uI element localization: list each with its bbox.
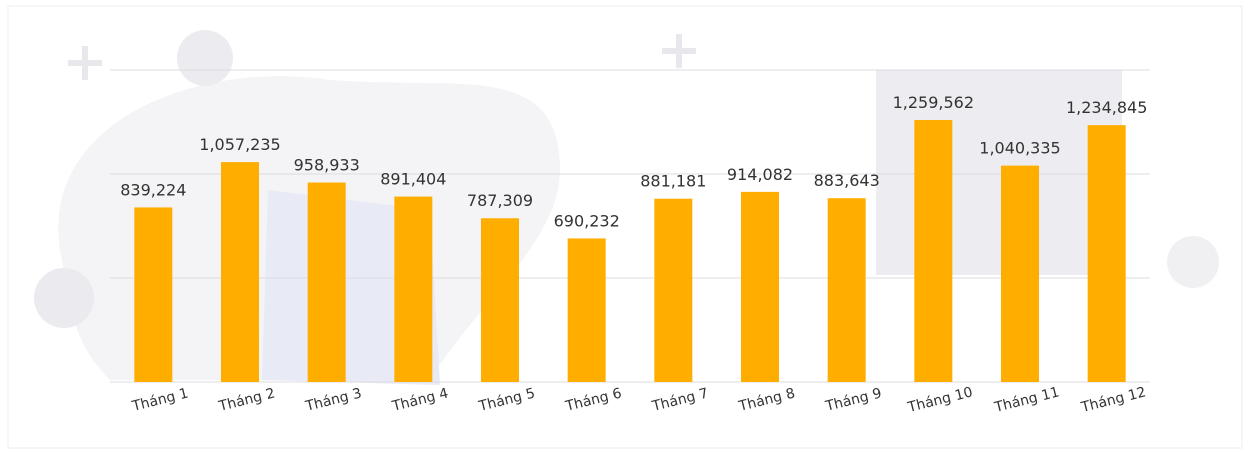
value-label: 1,040,335 [979,139,1060,158]
bar [307,182,346,382]
bar [567,238,606,382]
value-label: 891,404 [380,170,446,189]
bar [654,198,693,382]
bar [827,198,866,382]
value-label: 839,224 [120,180,186,199]
value-label: 1,259,562 [893,93,974,112]
value-label: 1,057,235 [199,135,280,154]
value-label: 690,232 [554,211,620,230]
value-label: 958,933 [294,156,360,175]
bar [914,120,953,382]
bar [1087,125,1126,383]
value-label: 883,643 [814,171,880,190]
bar [134,207,173,382]
bar [481,218,519,382]
bar [1001,165,1039,382]
bar [221,162,259,382]
value-label: 787,309 [467,191,533,210]
value-label: 1,234,845 [1066,98,1147,117]
bar [394,196,433,382]
value-label: 881,181 [640,172,706,191]
bar [741,191,779,382]
value-label: 914,082 [727,165,793,184]
